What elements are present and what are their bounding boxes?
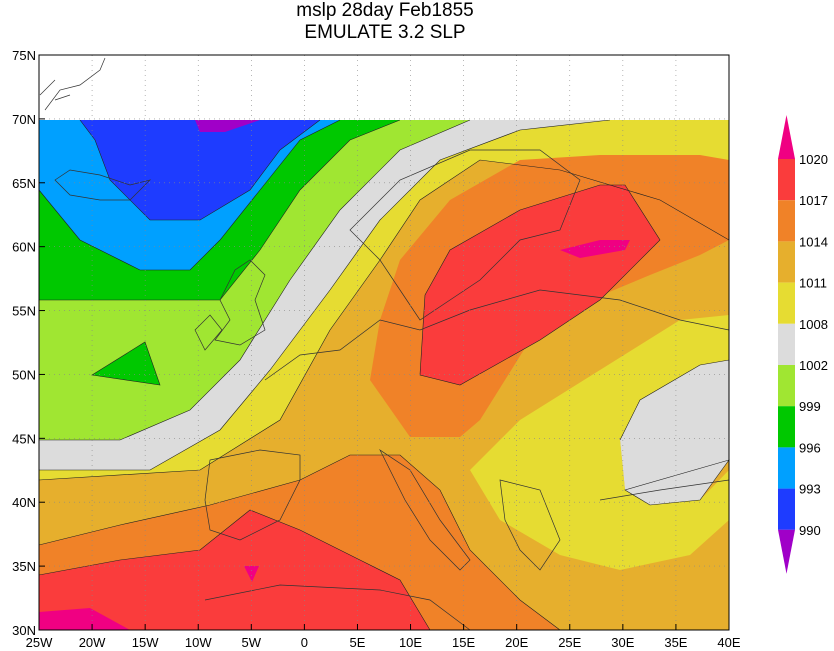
lon-tick-label: 35E (664, 635, 687, 650)
greece-outline (499, 479, 561, 571)
longitude-labels: 25W 20W 15W 10W 5W 0 5E 10E 15E 20E 25E 30E 35E 40E (26, 624, 741, 650)
colorbar-segment (778, 200, 795, 242)
lat-tick-label: 65N (12, 176, 36, 191)
scandinavia-outline (349, 149, 581, 321)
colorbar-label: 1017 (799, 193, 828, 208)
colorbar-label: 993 (799, 482, 821, 497)
greenland-coast (39, 57, 106, 111)
colorbar-segment (778, 282, 795, 324)
lat-tick-label: 30N (12, 623, 36, 638)
lat-tick-label: 55N (12, 304, 36, 319)
band-1002-east (620, 360, 729, 505)
band-1017-south (39, 510, 430, 630)
lat-tick-label: 40N (12, 495, 36, 510)
colorbar-label: 990 (799, 523, 821, 538)
plot-frame (38, 54, 730, 631)
colorbar-label: 1020 (799, 152, 828, 167)
colorbar-segment (778, 488, 795, 530)
lat-tick-label: 60N (12, 240, 36, 255)
colorbar-bottom-arrow (778, 529, 795, 574)
lon-tick-label: 10E (399, 635, 422, 650)
colorbar-segment (778, 406, 795, 448)
lat-tick-label: 75N (12, 48, 36, 63)
iberia-outline (204, 449, 301, 541)
lat-tick-label: 45N (12, 431, 36, 446)
band-1017-ne (420, 185, 660, 385)
lon-tick-label: 25E (558, 635, 581, 650)
lon-tick-label: 40E (717, 635, 740, 650)
iceland-outline (54, 169, 152, 201)
band-990 (80, 120, 320, 220)
italy-outline (379, 448, 471, 571)
lon-tick-label: 10W (185, 635, 212, 650)
lon-tick-label: 30E (611, 635, 634, 650)
contour-fills (39, 120, 729, 630)
colorbar-label: 1008 (799, 317, 828, 332)
band-below-990 (195, 120, 260, 132)
lon-tick-label: 0 (301, 635, 308, 650)
lon-tick-label: 20E (505, 635, 528, 650)
lon-tick-label: 15W (132, 635, 159, 650)
lon-tick-label: 15E (452, 635, 475, 650)
lon-tick-label: 5W (242, 635, 262, 650)
map-title-line1: mslp 28day Feb1855 (296, 0, 474, 21)
band-1008-east (470, 315, 729, 570)
lat-tick-label: 35N (12, 559, 36, 574)
map-title-line2: EMULATE 3.2 SLP (304, 22, 466, 43)
colorbar-segment (778, 323, 795, 365)
lon-tick-label: 20W (79, 635, 106, 650)
colorbar: 1020 1017 1014 1011 1008 1002 999 996 993 990 (778, 115, 828, 574)
britain-outline (214, 259, 266, 346)
lat-tick-label: 70N (12, 112, 36, 127)
lon-tick-label: 5E (350, 635, 366, 650)
band-above-1020-spot (244, 566, 259, 582)
colorbar-segment (778, 159, 795, 201)
colorbar-label: 1002 (799, 358, 828, 373)
band-above-1020-sw (39, 608, 130, 630)
lat-tick-label: 50N (12, 367, 36, 382)
colorbar-label: 1014 (799, 234, 828, 249)
colorbar-segment (778, 447, 795, 489)
colorbar-label: 996 (799, 440, 821, 455)
colorbar-label: 999 (799, 399, 821, 414)
colorbar-segment (778, 365, 795, 407)
colorbar-label: 1011 (799, 276, 827, 291)
ireland-outline (194, 314, 223, 351)
colorbar-segment (778, 241, 795, 283)
colorbar-top-arrow (778, 115, 795, 159)
no-data-region (39, 55, 729, 120)
contour-lines (38, 119, 730, 631)
latitude-labels: 75N 70N 65N 60N 55N 50N 45N 40N 35N 30N (12, 48, 45, 638)
lon-tick-label: 25W (26, 635, 53, 650)
band-above-1020-ne (560, 240, 630, 258)
